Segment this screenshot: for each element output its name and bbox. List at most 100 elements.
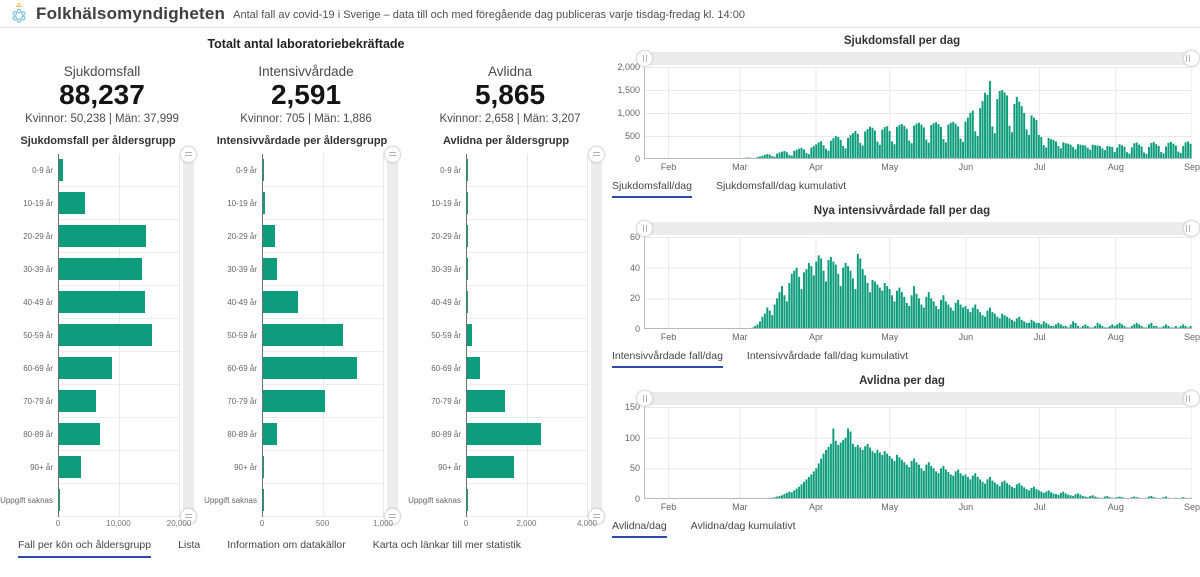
bar[interactable] [932, 301, 935, 329]
bar[interactable] [940, 468, 942, 499]
bar[interactable] [1091, 144, 1094, 159]
bar[interactable] [986, 94, 989, 159]
bar[interactable] [1099, 146, 1101, 159]
bar[interactable] [1189, 143, 1192, 159]
bar[interactable] [1084, 324, 1087, 329]
bar[interactable] [1074, 494, 1077, 499]
bar[interactable] [1052, 493, 1055, 499]
bar[interactable] [59, 323, 152, 346]
bar[interactable] [1094, 325, 1097, 329]
bar[interactable] [1059, 492, 1062, 499]
bar[interactable] [1081, 145, 1084, 159]
bar[interactable] [918, 464, 920, 499]
bar[interactable] [815, 261, 818, 329]
bar[interactable] [1055, 141, 1057, 159]
bar[interactable] [839, 442, 842, 499]
bar[interactable] [881, 290, 884, 329]
bar[interactable] [871, 127, 874, 159]
bar[interactable] [793, 490, 796, 499]
bar[interactable] [1050, 139, 1053, 159]
bar[interactable] [1152, 142, 1155, 159]
bar[interactable] [979, 108, 982, 159]
bar[interactable] [1143, 152, 1146, 159]
bar[interactable] [1008, 318, 1011, 329]
bar[interactable] [1015, 318, 1018, 329]
bar[interactable] [800, 484, 803, 499]
bar[interactable] [754, 325, 757, 329]
bar[interactable] [1133, 143, 1136, 159]
tab-fall-per-kon-och-aldersgrupp[interactable]: Fall per kön och åldersgrupp [18, 539, 152, 558]
vertical-range-slider[interactable] [179, 145, 197, 525]
bar[interactable] [1162, 325, 1165, 329]
bar[interactable] [842, 146, 845, 159]
bar[interactable] [952, 475, 955, 499]
bar[interactable] [1045, 322, 1048, 329]
bar[interactable] [1138, 144, 1141, 159]
bar[interactable] [837, 445, 840, 499]
bar[interactable] [805, 269, 808, 329]
bar[interactable] [1150, 142, 1153, 159]
bar[interactable] [1113, 152, 1116, 159]
bar[interactable] [893, 301, 896, 329]
bar[interactable] [825, 281, 827, 329]
bar[interactable] [895, 290, 898, 329]
bar[interactable] [895, 454, 898, 499]
bar[interactable] [788, 283, 791, 329]
bar[interactable] [962, 141, 964, 159]
bar[interactable] [959, 304, 962, 329]
bar[interactable] [1084, 496, 1087, 499]
bar[interactable] [1130, 325, 1133, 329]
bar[interactable] [825, 148, 827, 159]
bar[interactable] [952, 121, 955, 159]
bar[interactable] [869, 292, 872, 329]
bar[interactable] [988, 80, 991, 159]
bar[interactable] [1113, 325, 1116, 329]
bar[interactable] [1028, 490, 1031, 499]
bar[interactable] [822, 145, 825, 159]
tab-information-om-datakallor[interactable]: Information om datakällor [227, 538, 346, 551]
bar[interactable] [869, 126, 872, 159]
bar[interactable] [942, 295, 945, 329]
bar[interactable] [1094, 496, 1097, 499]
bar[interactable] [1145, 153, 1148, 159]
bar[interactable] [851, 278, 854, 329]
bar[interactable] [1013, 487, 1016, 499]
bar[interactable] [832, 428, 835, 499]
bar[interactable] [1081, 325, 1084, 329]
bar[interactable] [930, 125, 933, 159]
bar[interactable] [1155, 325, 1158, 329]
bar[interactable] [998, 486, 1001, 499]
bar[interactable] [1147, 324, 1150, 329]
bar[interactable] [1152, 325, 1155, 329]
bar[interactable] [883, 283, 886, 329]
tab-karta-och-lankar[interactable]: Karta och länkar till mer statistik [372, 538, 521, 551]
bar[interactable] [827, 446, 830, 499]
bar[interactable] [1010, 132, 1013, 159]
bar[interactable] [798, 276, 801, 329]
bar[interactable] [810, 266, 813, 329]
bar[interactable] [1045, 147, 1048, 159]
bar[interactable] [467, 224, 468, 247]
bar[interactable] [1030, 115, 1033, 159]
bar[interactable] [1008, 484, 1011, 499]
bar[interactable] [986, 479, 989, 499]
bar[interactable] [893, 460, 896, 499]
bar[interactable] [1086, 147, 1089, 159]
bar[interactable] [1177, 151, 1180, 159]
bar[interactable] [849, 270, 852, 329]
bar[interactable] [1023, 321, 1026, 329]
bar[interactable] [935, 471, 938, 499]
bar[interactable] [988, 476, 991, 499]
bar[interactable] [807, 263, 810, 329]
bar[interactable] [768, 310, 771, 329]
bar[interactable] [785, 152, 788, 159]
bar[interactable] [1084, 145, 1087, 159]
bar[interactable] [864, 275, 867, 329]
bar[interactable] [467, 455, 514, 478]
bar[interactable] [1040, 324, 1043, 329]
bar[interactable] [859, 447, 862, 499]
bar[interactable] [793, 150, 796, 159]
bar[interactable] [1182, 146, 1185, 159]
bar[interactable] [918, 122, 920, 159]
bar[interactable] [832, 138, 835, 159]
